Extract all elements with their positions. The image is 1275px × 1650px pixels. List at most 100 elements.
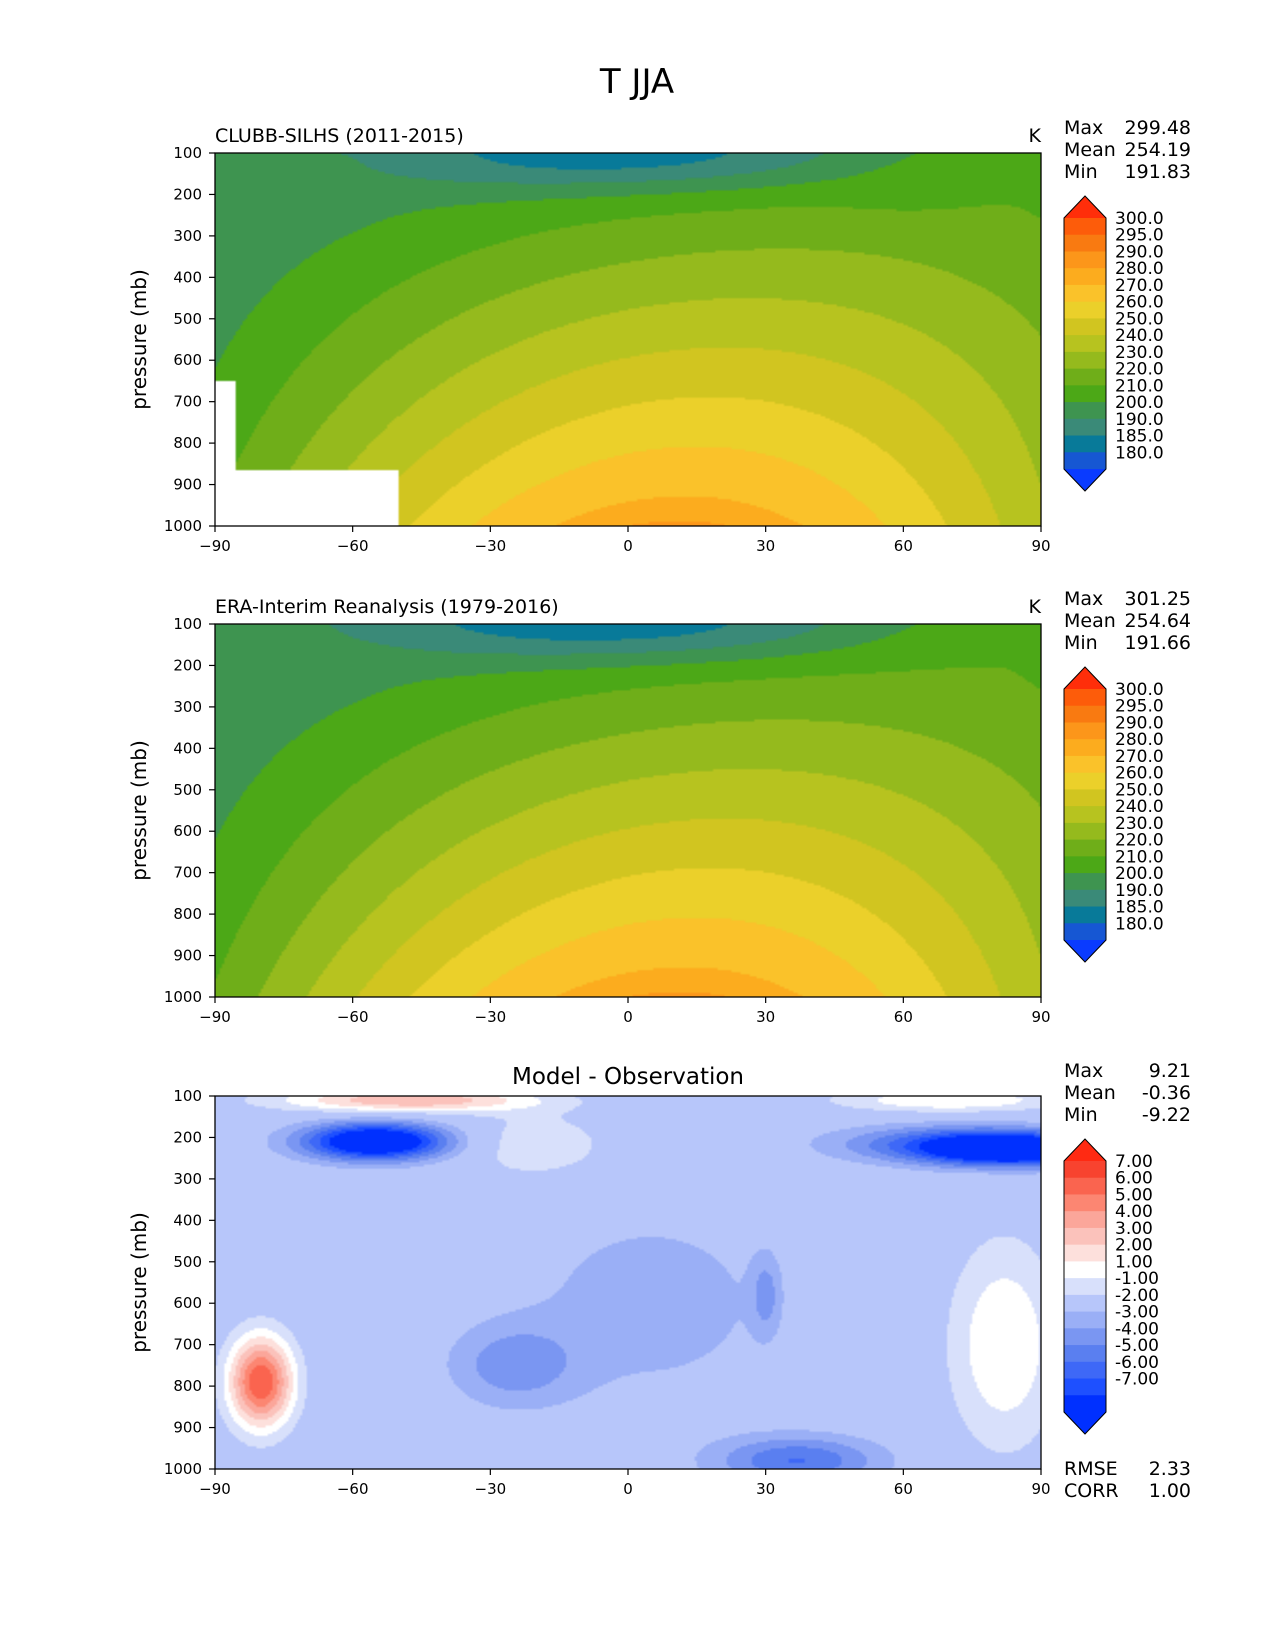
colorbar-band xyxy=(1064,772,1106,790)
colorbar-label: -1.00 xyxy=(1115,1269,1159,1289)
colorbar-band xyxy=(1064,301,1106,319)
colorbar-label: 210.0 xyxy=(1115,376,1164,396)
y-tick-label: 300 xyxy=(173,698,202,716)
units-label: K xyxy=(1029,125,1042,147)
colorbar-band xyxy=(1064,452,1106,470)
colorbar-label: 4.00 xyxy=(1115,1202,1153,1222)
x-tick-label: −60 xyxy=(337,1008,369,1026)
stat-value-max: 301.25 xyxy=(1125,588,1191,610)
contour-field-obs xyxy=(215,624,1041,997)
colorbar-label: -4.00 xyxy=(1115,1319,1159,1339)
x-tick-label: −90 xyxy=(199,1480,231,1498)
x-tick-label: 30 xyxy=(756,537,775,555)
colorbar-label: 180.0 xyxy=(1115,443,1164,463)
colorbar-outline xyxy=(1063,195,1107,492)
colorbar-label: 295.0 xyxy=(1115,226,1164,246)
x-tick-label: 0 xyxy=(623,1480,633,1498)
colorbar-label: 260.0 xyxy=(1115,764,1164,784)
colorbar-band xyxy=(1064,318,1106,336)
y-tick-label: 900 xyxy=(173,1419,202,1437)
colorbar-band xyxy=(1064,822,1106,841)
colorbar-band xyxy=(1064,705,1106,723)
colorbar-band xyxy=(1064,1244,1106,1262)
y-tick-label: 800 xyxy=(173,905,202,923)
stat-label-max: Max xyxy=(1064,1060,1103,1082)
stat-value-rmse: 2.33 xyxy=(1149,1458,1191,1480)
y-tick-label: 1000 xyxy=(164,517,202,535)
stat-label-mean: Mean xyxy=(1064,1082,1116,1104)
colorbar-band xyxy=(1064,385,1106,403)
stat-label-max: Max xyxy=(1064,117,1103,139)
colorbar-label: 6.00 xyxy=(1115,1169,1153,1189)
colorbar-label: 240.0 xyxy=(1115,326,1164,346)
colorbar-band xyxy=(1064,1211,1106,1229)
colorbar-band xyxy=(1064,1278,1106,1296)
y-tick-label: 500 xyxy=(173,1253,202,1271)
panel-title: ERA-Interim Reanalysis (1979-2016) xyxy=(215,596,559,618)
x-tick-label: 60 xyxy=(894,1008,913,1026)
stat-label-max: Max xyxy=(1064,588,1103,610)
stat-label-min: Min xyxy=(1064,161,1098,183)
colorbar-outline xyxy=(1063,1138,1107,1435)
x-tick-label: −30 xyxy=(475,1480,507,1498)
colorbar-band xyxy=(1064,1161,1106,1179)
x-tick-label: 0 xyxy=(623,537,633,555)
colorbar-band xyxy=(1064,873,1106,891)
colorbar-label: 220.0 xyxy=(1115,831,1164,851)
colorbar-label: 300.0 xyxy=(1115,680,1164,700)
stat-label-min: Min xyxy=(1064,632,1098,654)
y-tick-label: 200 xyxy=(173,185,202,203)
colorbar-label: 295.0 xyxy=(1115,697,1164,717)
colorbar-band xyxy=(1064,351,1106,370)
colorbar-extend-high xyxy=(1064,1139,1106,1161)
colorbar-band xyxy=(1064,1177,1106,1195)
x-tick-label: 60 xyxy=(894,537,913,555)
colorbar-band xyxy=(1064,906,1106,924)
colorbar-band xyxy=(1064,402,1106,420)
stat-value-corr: 1.00 xyxy=(1149,1480,1191,1502)
y-tick-label: 900 xyxy=(173,947,202,965)
y-tick-label: 200 xyxy=(173,1128,202,1146)
colorbar-band xyxy=(1064,1311,1106,1329)
stat-label-min: Min xyxy=(1064,1104,1098,1126)
x-tick-label: −60 xyxy=(337,537,369,555)
colorbar-label: -2.00 xyxy=(1115,1286,1159,1306)
colorbar-band xyxy=(1064,689,1106,707)
colorbar-label: 190.0 xyxy=(1115,881,1164,901)
colorbar-label: 270.0 xyxy=(1115,276,1164,296)
panel-title: CLUBB-SILHS (2011-2015) xyxy=(215,125,464,147)
colorbar-label: 220.0 xyxy=(1115,360,1164,380)
colorbar-label: 290.0 xyxy=(1115,242,1164,262)
y-tick-label: 300 xyxy=(173,1170,202,1188)
y-tick-label: 1000 xyxy=(164,1460,202,1478)
y-tick-label: 700 xyxy=(173,864,202,882)
stat-value-max: 9.21 xyxy=(1149,1060,1191,1082)
colorbar-label: 185.0 xyxy=(1115,898,1164,918)
y-axis-label: pressure (mb) xyxy=(127,1212,151,1353)
colorbar-label: 7.00 xyxy=(1115,1152,1153,1172)
colorbar-band xyxy=(1064,1294,1106,1313)
colorbar-band xyxy=(1064,1261,1106,1279)
y-tick-label: 500 xyxy=(173,310,202,328)
stat-label-mean: Mean xyxy=(1064,139,1116,161)
colorbar-band xyxy=(1064,1395,1106,1413)
y-tick-label: 200 xyxy=(173,656,202,674)
stat-label-corr: CORR xyxy=(1064,1480,1119,1502)
colorbar-label: 200.0 xyxy=(1115,393,1164,413)
colorbar-label: -3.00 xyxy=(1115,1303,1159,1323)
x-tick-label: 30 xyxy=(756,1008,775,1026)
colorbar-label: 230.0 xyxy=(1115,814,1164,834)
colorbar-band xyxy=(1064,722,1106,740)
y-tick-label: 1000 xyxy=(164,988,202,1006)
colorbar-label: 180.0 xyxy=(1115,914,1164,934)
colorbar-band xyxy=(1064,268,1106,286)
colorbar-band xyxy=(1064,218,1106,236)
colorbar-band xyxy=(1064,789,1106,807)
colorbar: 300.0295.0290.0280.0270.0260.0250.0240.0… xyxy=(1063,195,1164,492)
figure-title: T JJA xyxy=(599,62,674,102)
colorbar-label: 270.0 xyxy=(1115,747,1164,767)
y-tick-label: 700 xyxy=(173,1336,202,1354)
panel-title: Model - Observation xyxy=(512,1064,744,1090)
colorbar-label: -7.00 xyxy=(1115,1370,1159,1390)
stat-label-rmse: RMSE xyxy=(1064,1458,1118,1480)
